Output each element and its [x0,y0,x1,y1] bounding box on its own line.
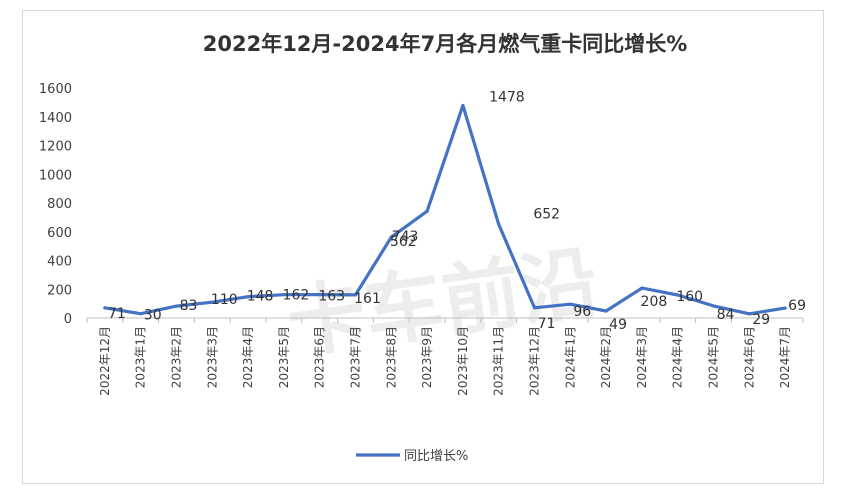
data-point [139,312,143,316]
y-tick-label: 200 [47,283,72,298]
chart-title: 2022年12月-2024年7月各月燃气重卡同比增长% [203,32,688,56]
x-tick-label: 2023年4月 [241,326,255,388]
data-point [497,222,501,226]
data-label: 148 [247,289,274,305]
x-tick-label: 2023年7月 [349,326,363,388]
y-tick-label: 400 [47,255,72,270]
legend-label: 同比增长% [404,449,468,464]
x-tick-label: 2024年1月 [563,326,577,388]
x-tick-label: 2022年12月 [98,326,112,396]
x-tick-label: 2024年2月 [599,326,613,388]
data-point [389,235,393,239]
data-label: 71 [538,316,556,332]
data-point [461,103,465,108]
data-point [246,295,250,299]
data-label: 1478 [489,90,525,106]
x-tick-label: 2023年11月 [492,326,506,396]
data-point [425,209,429,213]
data-label: 160 [676,289,703,305]
x-tick-label: 2024年6月 [742,326,756,388]
data-label: 96 [573,304,591,320]
y-tick-label: 1200 [39,140,72,155]
y-tick-label: 800 [47,197,72,212]
data-label: 69 [788,298,806,314]
data-label: 71 [108,306,126,322]
data-label: 163 [318,289,345,305]
data-point [783,306,787,310]
data-label: 208 [641,294,668,310]
x-tick-label: 2024年3月 [635,326,649,388]
data-label: 743 [392,229,419,245]
chart-frame [22,10,824,484]
x-tick-label: 2023年6月 [313,326,327,388]
data-label: 29 [752,312,770,328]
x-tick-label: 2024年5月 [707,326,721,388]
data-point [532,306,537,310]
data-label: 161 [354,291,381,307]
data-label: 84 [717,307,735,323]
data-point [103,306,107,310]
x-tick-label: 2023年1月 [134,326,148,388]
data-point [747,312,751,316]
data-point [353,293,358,297]
x-tick-label: 2024年4月 [671,326,685,388]
y-tick-label: 0 [64,312,72,327]
data-point [318,292,322,297]
series-line [103,103,787,316]
data-label: 30 [144,308,162,324]
data-point [640,286,644,290]
data-point [676,293,680,297]
data-label: 562 [390,234,417,250]
data-label: 83 [180,298,198,314]
x-tick-label: 2023年8月 [384,326,398,388]
data-label: 162 [283,288,310,304]
y-tick-label: 1000 [39,168,72,183]
y-tick-label: 1600 [39,82,72,97]
x-tick-label: 2024年7月 [778,326,792,388]
x-tick-label: 2023年10月 [456,326,470,396]
data-point [604,309,608,313]
data-label: 652 [533,206,560,222]
y-tick-label: 1400 [39,111,72,126]
x-tick-label: 2023年9月 [420,326,434,388]
y-tick-label: 600 [47,226,72,241]
data-point [282,293,286,297]
x-tick-label: 2023年2月 [170,326,184,388]
data-point [568,302,572,306]
data-point [174,304,179,308]
x-tick-label: 2023年12月 [528,326,542,396]
data-label: 110 [211,292,238,308]
legend: 同比增长% [356,449,468,464]
data-label: 49 [609,317,627,333]
data-point [711,304,716,308]
x-tick-label: 2023年5月 [277,326,291,388]
data-point [210,300,214,304]
x-tick-label: 2023年3月 [205,326,219,388]
